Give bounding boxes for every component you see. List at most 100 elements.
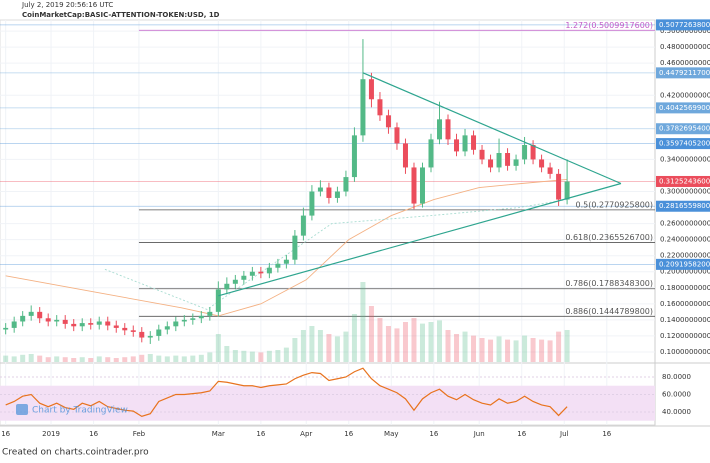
volume-bar — [343, 331, 349, 362]
candle-body — [215, 289, 221, 312]
volume-bar — [292, 338, 298, 362]
candle-body — [190, 318, 196, 320]
candle-body — [241, 275, 247, 280]
candle-body — [139, 331, 145, 338]
candle-body — [326, 187, 332, 198]
candle-body — [564, 181, 570, 200]
candle-body — [479, 149, 485, 160]
x-tick-label: 16 — [517, 430, 526, 438]
volume-bar — [198, 354, 204, 362]
price-label: 0.4479211700 — [659, 69, 710, 77]
volume-bar — [419, 323, 425, 362]
candle-body — [385, 115, 391, 128]
volume-bar — [96, 356, 102, 362]
x-tick-label: 16 — [602, 430, 611, 438]
watermark-text: Chart by TradingView — [32, 406, 128, 416]
candle-body — [300, 215, 306, 236]
volume-bar — [445, 330, 451, 362]
candle-body — [505, 153, 511, 166]
candle-body — [266, 267, 272, 274]
x-tick-label: 2019 — [42, 430, 60, 438]
y-tick-label: 0.3000000000 — [660, 188, 710, 196]
volume-bar — [275, 350, 281, 362]
candle-body — [232, 279, 238, 284]
volume-bar — [266, 350, 272, 362]
volume-bar — [454, 334, 460, 362]
fib-label: 0.786(0.1788348300) — [565, 279, 653, 288]
candle-body — [45, 318, 51, 322]
volume-bar — [385, 326, 391, 362]
volume-bar — [156, 355, 162, 362]
candle-body — [79, 323, 85, 327]
x-tick-label: Feb — [133, 430, 146, 438]
candle-body — [539, 159, 545, 168]
volume-bar — [215, 334, 221, 362]
candle-body — [292, 235, 298, 260]
volume-bar — [11, 356, 17, 362]
candle-body — [113, 325, 119, 328]
volume-bar — [488, 339, 494, 362]
candle-body — [471, 135, 477, 150]
rsi-tick-label: 80.0000 — [662, 373, 691, 381]
x-tick-label: Mar — [212, 430, 225, 438]
candle-body — [28, 311, 34, 316]
volume-bar — [428, 322, 434, 362]
candle-body — [164, 326, 170, 330]
y-tick-label: 0.2400000000 — [660, 236, 710, 244]
volume-bar — [522, 335, 528, 362]
price-label-box — [656, 102, 710, 114]
volume-bar — [190, 355, 196, 362]
volume-bar — [62, 357, 68, 362]
y-tick-label: 0.4200000000 — [660, 91, 710, 99]
volume-bar — [258, 352, 264, 362]
volume-bar — [173, 355, 179, 362]
volume-bar — [139, 354, 145, 362]
volume-bar — [37, 355, 43, 362]
price-label: 0.2816559800 — [659, 202, 710, 210]
candle-body — [96, 321, 102, 325]
rsi-band — [0, 385, 655, 421]
candle-body — [156, 329, 162, 336]
footer: Created on charts.cointrader.pro — [2, 448, 149, 458]
volume-bar — [377, 318, 383, 362]
volume-bar — [402, 322, 408, 362]
price-label: 0.5077263800 — [659, 21, 710, 29]
volume-bar — [471, 335, 477, 362]
candle-body — [181, 319, 187, 322]
price-label-box — [656, 67, 710, 79]
candle-body — [522, 144, 528, 160]
y-tick-label: 0.5000000000 — [660, 27, 710, 35]
y-tick-label: 0.2200000000 — [660, 252, 710, 260]
candle-body — [513, 159, 519, 166]
candle-body — [54, 319, 60, 322]
volume-bar — [496, 336, 502, 362]
candle-body — [547, 167, 553, 174]
volume-bar — [547, 340, 553, 362]
volume-bar — [105, 357, 111, 362]
candle-body — [530, 144, 536, 160]
symbol: CoinMarketCap:BASIC-ATTENTION-TOKEN:USD,… — [22, 11, 220, 19]
candle-body — [224, 283, 230, 290]
candle-body — [275, 263, 281, 268]
candle-body — [283, 259, 289, 264]
volume-bar — [54, 356, 60, 362]
candle-body — [3, 327, 9, 330]
price-label-box — [656, 175, 710, 187]
volume-bar — [20, 354, 26, 362]
candle-body — [71, 323, 77, 327]
candle-body — [258, 271, 264, 274]
candle-body — [454, 139, 460, 152]
candle-body — [437, 119, 443, 140]
volume-bar — [164, 356, 170, 362]
candle-body — [334, 191, 340, 198]
volume-bar — [113, 358, 119, 362]
volume-bar — [122, 357, 128, 362]
moving-average — [104, 199, 568, 310]
candle-body — [419, 167, 425, 204]
volume-bar — [28, 354, 34, 362]
price-label-box — [656, 258, 710, 270]
y-tick-label: 0.2000000000 — [660, 268, 710, 276]
candle-body — [402, 143, 408, 168]
rsi-line — [5, 367, 568, 417]
